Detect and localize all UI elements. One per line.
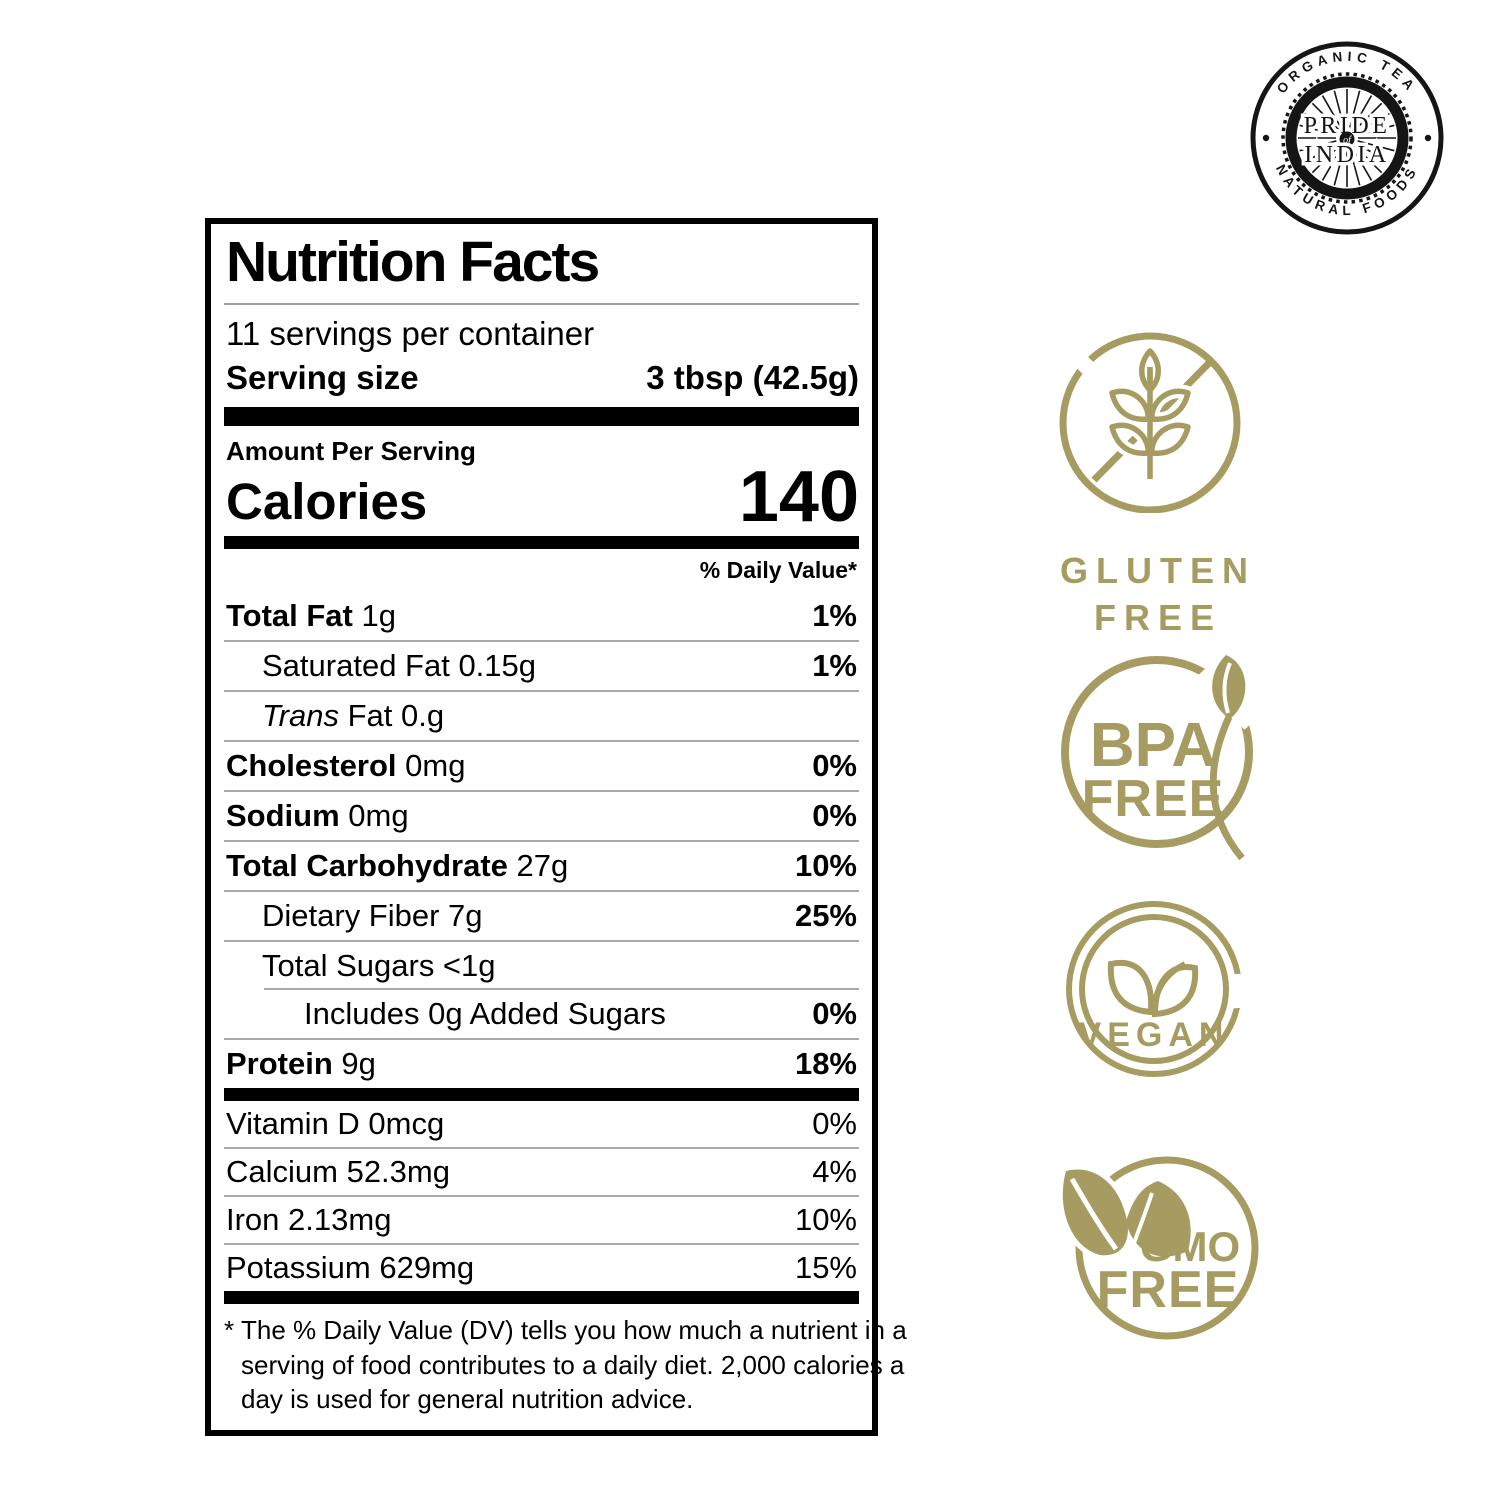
nutrient-row-1: Saturated Fat 0.15g 1%: [224, 640, 859, 690]
logo-center-line3: INDIA: [1304, 142, 1389, 168]
nutrient-name: Total Sugars <1g: [262, 948, 496, 984]
nutrient-name: Trans Fat 0.g: [262, 698, 445, 734]
bpa-free-line2: FREE: [1082, 770, 1225, 828]
logo-right-dot-icon: [1424, 134, 1432, 142]
logo-center-line2: of: [1343, 135, 1352, 146]
micronutrient-row-0: Vitamin D 0mcg 0%: [224, 1101, 859, 1147]
vegan-line1: VEGAN: [1079, 1016, 1230, 1054]
gluten-free-line1: GLUTEN: [1060, 550, 1256, 591]
calories-row: Calories 140: [224, 457, 859, 537]
daily-value-percent: [857, 698, 859, 734]
logo-gear-teeth-icon: [1281, 72, 1413, 204]
divider-bar: [224, 1291, 859, 1305]
daily-value-percent: 0%: [812, 798, 857, 834]
servings-per-container: 11 servings per container: [226, 315, 595, 352]
micronutrient-rows: Vitamin D 0mcg 0% Calcium 52.3mg 4% Iron 2.1…: [224, 1101, 859, 1291]
footnote-line: day is used for general nutrition advice…: [241, 1383, 694, 1414]
nutrient-name: Iron 2.13mg: [226, 1202, 392, 1238]
gluten-free-caption: GLUTEN FREE: [1035, 548, 1273, 642]
micronutrient-row-2: Iron 2.13mg 10%: [224, 1195, 859, 1243]
divider-bar: [224, 536, 859, 550]
label-title: Nutrition Facts: [226, 230, 600, 294]
daily-value-percent: 0%: [812, 748, 857, 784]
footnote-asterisk: *: [224, 1315, 235, 1346]
daily-value-percent: 15%: [794, 1250, 857, 1286]
calories-value: 140: [738, 457, 859, 537]
nutrient-name: Sodium 0mg: [226, 798, 409, 834]
serving-size-value: 3 tbsp (42.5g): [646, 359, 859, 396]
daily-value-percent: 1%: [812, 598, 857, 634]
micronutrient-row-3: Potassium 629mg 15%: [224, 1243, 859, 1291]
nutrient-row-5: Total Carbohydrate 27g 10%: [224, 840, 859, 890]
micronutrient-row-1: Calcium 52.3mg 4%: [224, 1147, 859, 1195]
nutrient-row-4: Sodium 0mg 0%: [224, 790, 859, 840]
nutrient-row-2: Trans Fat 0.g: [224, 690, 859, 740]
nutrient-name: Includes 0g Added Sugars: [304, 996, 666, 1032]
nutrient-row-8: Includes 0g Added Sugars 0%: [224, 988, 859, 1038]
daily-value-percent: 1%: [812, 648, 857, 684]
gmo-free-icon: GMO FREE: [1057, 1156, 1259, 1340]
footnote-line: The % Daily Value (DV) tells you how muc…: [241, 1315, 907, 1346]
calories-label: Calories: [226, 472, 428, 530]
nutrient-name: Saturated Fat 0.15g: [262, 648, 537, 684]
daily-value-percent: 10%: [794, 1202, 857, 1238]
divider-bar: [224, 1088, 859, 1102]
nutrient-row-3: Cholesterol 0mg 0%: [224, 740, 859, 790]
nutrient-row-6: Dietary Fiber 7g 25%: [224, 890, 859, 940]
nutrient-name: Dietary Fiber 7g: [262, 898, 483, 934]
nutrient-row-0: Total Fat 1g 1%: [224, 592, 859, 640]
daily-value-percent: 0%: [812, 1106, 857, 1142]
nutrient-name: Total Carbohydrate 27g: [226, 848, 569, 884]
daily-value-percent: 10%: [794, 848, 857, 884]
amount-per-serving-label: Amount Per Serving: [226, 436, 476, 466]
footnote-text: The % Daily Value (DV) tells you how muc…: [241, 1313, 907, 1416]
bpa-free-icon: BPA FREE: [1061, 655, 1263, 861]
vegan-icon: VEGAN: [1066, 901, 1243, 1077]
nutrient-row-7: Total Sugars <1g: [224, 940, 859, 990]
daily-value-percent: [857, 948, 859, 984]
logo-left-dot-icon: [1262, 134, 1270, 142]
serving-size-row: Serving size 3 tbsp (42.5g): [224, 355, 859, 407]
daily-value-header: % Daily Value*: [699, 557, 857, 584]
chakra-rays-icon: [1298, 89, 1396, 187]
gluten-free-line2: FREE: [1093, 596, 1222, 638]
title-divider: [224, 303, 859, 305]
footnote-line: serving of food contributes to a daily d…: [241, 1349, 905, 1380]
gmo-free-line2: FREE: [1097, 1261, 1240, 1319]
nutrient-name: Total Fat 1g: [226, 598, 396, 634]
daily-value-percent: 18%: [794, 1046, 857, 1082]
logo-of-dot-icon: [1339, 131, 1355, 147]
pride-of-india-logo: ORGANIC TEA NATURAL FOODS PRIDE of INDIA: [1250, 41, 1444, 235]
gluten-free-icon: [1059, 332, 1241, 513]
daily-value-percent: 25%: [794, 898, 857, 934]
nutrient-name: Protein 9g: [226, 1046, 376, 1082]
nutrient-name: Vitamin D 0mcg: [226, 1106, 445, 1142]
nutrient-name: Cholesterol 0mg: [226, 748, 466, 784]
nutrient-row-9: Protein 9g 18%: [224, 1038, 859, 1088]
logo-outer-ring: [1250, 41, 1444, 235]
nutrient-name: Potassium 629mg: [226, 1250, 475, 1286]
daily-value-percent: 0%: [812, 996, 857, 1032]
logo-inner-ring: [1285, 76, 1409, 200]
gmo-free-line1: GMO: [1140, 1223, 1240, 1270]
serving-size-label: Serving size: [226, 359, 419, 396]
divider-bar-thick: [224, 407, 859, 426]
bpa-free-line1: BPA: [1090, 711, 1216, 780]
nutrient-name: Calcium 52.3mg: [226, 1154, 450, 1190]
daily-value-percent: 4%: [812, 1154, 857, 1190]
footnote: * The % Daily Value (DV) tells you how m…: [224, 1304, 907, 1420]
nutrient-rows: Total Fat 1g 1% Saturated Fat 0.15g 1% Trans…: [224, 592, 859, 1088]
nutrition-facts-label: Nutrition Facts 11 servings per containe…: [205, 218, 907, 1437]
